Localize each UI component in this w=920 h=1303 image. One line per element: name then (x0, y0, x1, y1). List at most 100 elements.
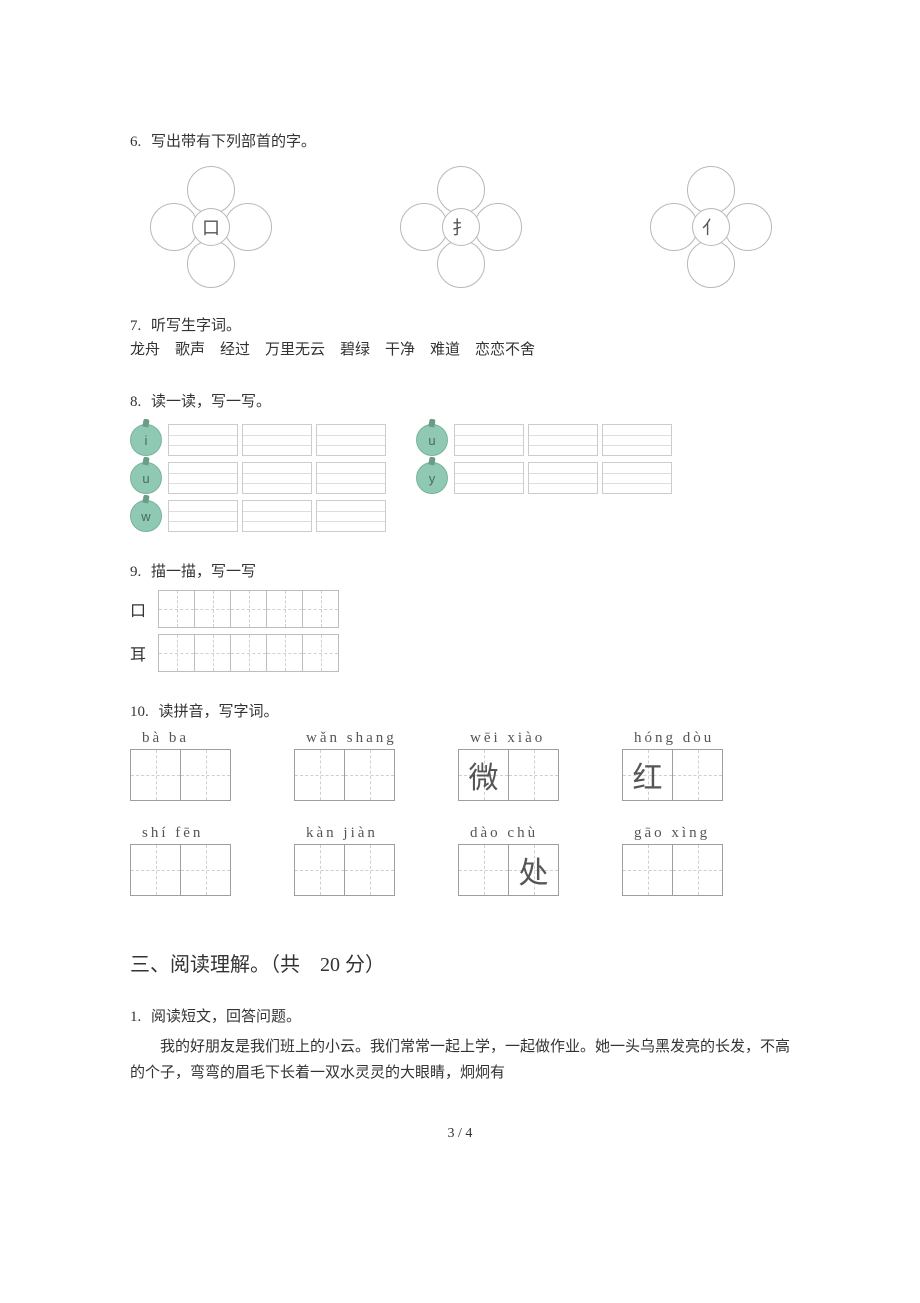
petal (724, 203, 772, 251)
tian-cell (131, 750, 181, 800)
q9-prompt: 9. 描一描，写一写 (130, 560, 790, 584)
lined-box (242, 500, 312, 532)
question-10: 10. 读拼音，写字词。 bà ba wǎn shang wēi xiào (130, 700, 790, 896)
q9-number: 9. (130, 560, 141, 584)
tian-cell (345, 845, 395, 895)
lined-box (242, 424, 312, 456)
petal (687, 166, 735, 214)
petal (437, 166, 485, 214)
tian-cell: 红 (623, 750, 673, 800)
q7-prompt: 7. 听写生字词。 (130, 314, 790, 338)
petal (187, 240, 235, 288)
lined-box (602, 424, 672, 456)
q10-item: bà ba (130, 730, 260, 801)
tian-cell (195, 635, 231, 671)
tian-cell (181, 845, 231, 895)
q10-item: kàn jiàn (294, 825, 424, 896)
tian-cell (673, 845, 723, 895)
question-8: 8. 读一读，写一写。 i u (130, 390, 790, 532)
pinyin: shí fēn (130, 825, 203, 842)
q10-prompt: 10. 读拼音，写字词。 (130, 700, 790, 724)
q8-left-column: i u w (130, 424, 386, 532)
flower-3: 亻 (640, 166, 780, 286)
flower-1: 口 (140, 166, 280, 286)
q9-char: 耳 (130, 641, 150, 665)
q10-boxes: 红 (622, 749, 723, 801)
tian-cell (295, 750, 345, 800)
q8-number: 8. (130, 390, 141, 414)
tian-cell (509, 750, 559, 800)
q9-char: 口 (130, 597, 150, 621)
apple-icon: i (130, 424, 162, 456)
pinyin: gāo xìng (622, 825, 710, 842)
petal (650, 203, 698, 251)
question-9: 9. 描一描，写一写 口 耳 (130, 560, 790, 672)
apple-icon: w (130, 500, 162, 532)
flower-2: 扌 (390, 166, 530, 286)
q8-right-column: u y (416, 424, 672, 532)
tian-cell (131, 845, 181, 895)
lined-box (454, 462, 524, 494)
lined-boxes (168, 500, 386, 532)
q10-item: hóng dòu 红 (622, 730, 752, 801)
q8-area: i u w (130, 424, 790, 532)
q10-number: 10. (130, 700, 149, 724)
question-7: 7. 听写生字词。 龙舟 歌声 经过 万里无云 碧绿 干净 难道 恋恋不舍 (130, 314, 790, 362)
q10-boxes (130, 844, 231, 896)
q10-boxes (130, 749, 231, 801)
petal (187, 166, 235, 214)
tian-cell (195, 591, 231, 627)
tian-cell (345, 750, 395, 800)
q8-text: 读一读，写一写。 (151, 394, 271, 410)
q7-number: 7. (130, 314, 141, 338)
tian-cell: 处 (509, 845, 559, 895)
q8-row: y (416, 462, 672, 494)
q8-row: i (130, 424, 386, 456)
question-6: 6. 写出带有下列部首的字。 口 扌 (130, 130, 790, 286)
petal (687, 240, 735, 288)
q8-row: u (130, 462, 386, 494)
flower-center: 口 (192, 208, 230, 246)
q8-row: u (416, 424, 672, 456)
q10-boxes (294, 749, 395, 801)
q7-words: 龙舟 歌声 经过 万里无云 碧绿 干净 难道 恋恋不舍 (130, 338, 790, 362)
q8-row: w (130, 500, 386, 532)
reading-question-1: 1. 阅读短文，回答问题。 我的好朋友是我们班上的小云。我们常常一起上学，一起做… (130, 1005, 790, 1086)
tian-grid (158, 590, 339, 628)
apple-icon: u (130, 462, 162, 494)
lined-boxes (454, 424, 672, 456)
pinyin: wēi xiào (458, 730, 545, 747)
lined-box (528, 424, 598, 456)
q10-boxes: 处 (458, 844, 559, 896)
reading1-paragraph: 我的好朋友是我们班上的小云。我们常常一起上学，一起做作业。她一头乌黑发亮的长发，… (130, 1035, 790, 1086)
lined-box (454, 424, 524, 456)
lined-box (168, 424, 238, 456)
q9-text: 描一描，写一写 (151, 564, 256, 580)
q9-row: 耳 (130, 634, 790, 672)
tian-cell (459, 845, 509, 895)
q6-flowers: 口 扌 亻 (140, 166, 790, 286)
pinyin: bà ba (130, 730, 189, 747)
tian-cell (181, 750, 231, 800)
page: 6. 写出带有下列部首的字。 口 扌 (0, 0, 920, 1182)
petal (400, 203, 448, 251)
pinyin: hóng dòu (622, 730, 714, 747)
tian-cell (159, 591, 195, 627)
prefill: 处 (519, 848, 549, 892)
tian-cell (231, 635, 267, 671)
q6-number: 6. (130, 130, 141, 154)
flower-center: 扌 (442, 208, 480, 246)
apple-icon: u (416, 424, 448, 456)
page-footer: 3 / 4 (130, 1126, 790, 1142)
tian-cell (303, 591, 339, 627)
q10-item: wǎn shang (294, 730, 424, 801)
petal (437, 240, 485, 288)
tian-cell (623, 845, 673, 895)
prefill: 微 (469, 753, 499, 797)
tian-cell: 微 (459, 750, 509, 800)
lined-boxes (168, 424, 386, 456)
q10-text: 读拼音，写字词。 (159, 704, 279, 720)
q10-item: wēi xiào 微 (458, 730, 588, 801)
lined-box (528, 462, 598, 494)
q10-boxes (622, 844, 723, 896)
